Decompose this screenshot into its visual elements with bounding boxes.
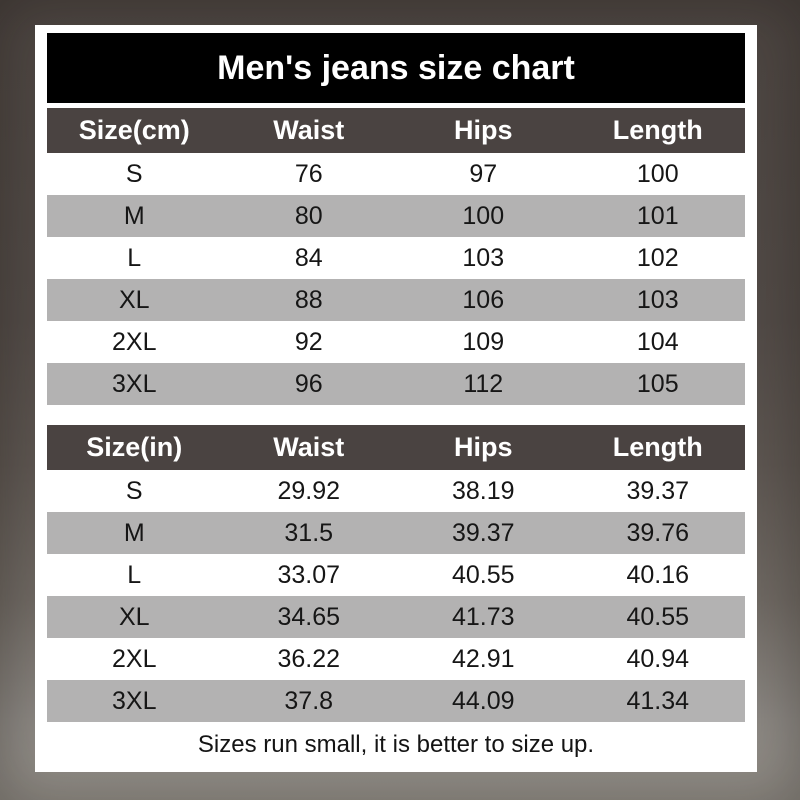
table-row: 2XL 92 109 104 xyxy=(47,321,745,363)
size-label-cell: 3XL xyxy=(112,686,157,715)
table-row: XL 88 106 103 xyxy=(47,279,745,321)
size-note: Sizes run small, it is better to size up… xyxy=(197,731,595,758)
table-header-row: Size(in) Waist Hips Length xyxy=(47,425,745,470)
measurement-cell: 38.19 xyxy=(451,476,515,505)
measurement-cell: 31.5 xyxy=(284,518,334,547)
measurement-cell: 103 xyxy=(462,243,505,272)
measurement-cell: 37.8 xyxy=(284,686,334,715)
measurement-cell: 39.37 xyxy=(451,518,515,547)
table-row: M 80 100 101 xyxy=(47,195,745,237)
size-label-cell: L xyxy=(127,243,142,272)
measurement-cell: 41.34 xyxy=(626,686,690,715)
measurement-cell: 39.37 xyxy=(626,476,690,505)
table-row: 3XL 96 112 105 xyxy=(47,363,745,405)
measurement-cell: 105 xyxy=(636,369,679,398)
measurement-cell: 96 xyxy=(294,369,323,398)
table-row: L 84 103 102 xyxy=(47,237,745,279)
measurement-cell: 104 xyxy=(636,327,679,356)
measurement-cell: 100 xyxy=(462,201,505,230)
measurement-cell: 40.94 xyxy=(626,644,690,673)
measurement-cell: 101 xyxy=(636,201,679,230)
size-label-cell: L xyxy=(127,560,142,589)
column-header: Size(cm) xyxy=(78,115,190,145)
measurement-cell: 29.92 xyxy=(277,476,341,505)
table-row: S 76 97 100 xyxy=(47,153,745,195)
table-row: XL 34.65 41.73 40.55 xyxy=(47,596,745,638)
table-header-row: Size(cm) Waist Hips Length xyxy=(47,108,745,153)
table-row: 3XL 37.8 44.09 41.34 xyxy=(47,680,745,722)
column-header: Length xyxy=(612,432,703,462)
measurement-cell: 76 xyxy=(294,159,323,188)
measurement-cell: 97 xyxy=(469,159,498,188)
size-label-cell: S xyxy=(125,476,143,505)
measurement-cell: 102 xyxy=(636,243,679,272)
measurement-cell: 34.65 xyxy=(277,602,341,631)
size-label-cell: XL xyxy=(118,602,150,631)
measurement-cell: 41.73 xyxy=(451,602,515,631)
measurement-cell: 44.09 xyxy=(451,686,515,715)
column-header: Hips xyxy=(453,432,513,462)
size-label-cell: S xyxy=(125,159,143,188)
size-table-cm: Size(cm) Waist Hips Length S 76 97 100 M 80 100 101… xyxy=(47,108,745,405)
measurement-cell: 42.91 xyxy=(451,644,515,673)
column-header: Hips xyxy=(453,115,513,145)
measurement-cell: 40.16 xyxy=(626,560,690,589)
size-label-cell: 2XL xyxy=(112,327,157,356)
table-row: M 31.5 39.37 39.76 xyxy=(47,512,745,554)
column-header: Length xyxy=(612,115,703,145)
size-label-cell: XL xyxy=(118,285,150,314)
column-header: Waist xyxy=(273,432,345,462)
measurement-cell: 84 xyxy=(294,243,323,272)
table-row: L 33.07 40.55 40.16 xyxy=(47,554,745,596)
measurement-cell: 100 xyxy=(636,159,679,188)
size-label-cell: 2XL xyxy=(112,644,157,673)
measurement-cell: 92 xyxy=(294,327,323,356)
size-label-cell: M xyxy=(123,201,145,230)
column-header: Size(in) xyxy=(86,432,183,462)
table-row: S 29.92 38.19 39.37 xyxy=(47,470,745,512)
column-header: Waist xyxy=(273,115,345,145)
measurement-cell: 36.22 xyxy=(277,644,341,673)
measurement-cell: 112 xyxy=(463,369,504,398)
size-chart-card: Men's jeans size chart Size(cm) Waist Hips… xyxy=(35,25,757,772)
size-label-cell: M xyxy=(123,518,145,547)
page-title: Men's jeans size chart xyxy=(47,33,745,103)
measurement-cell: 88 xyxy=(294,285,323,314)
measurement-cell: 39.76 xyxy=(626,518,690,547)
measurement-cell: 33.07 xyxy=(277,560,341,589)
table-row: 2XL 36.22 42.91 40.94 xyxy=(47,638,745,680)
measurement-cell: 80 xyxy=(294,201,323,230)
size-table-in: Size(in) Waist Hips Length S 29.92 38.19 39.37 M… xyxy=(47,425,745,722)
measurement-cell: 106 xyxy=(462,285,505,314)
measurement-cell: 109 xyxy=(462,327,505,356)
measurement-cell: 103 xyxy=(636,285,679,314)
measurement-cell: 40.55 xyxy=(451,560,515,589)
size-label-cell: 3XL xyxy=(112,369,157,398)
measurement-cell: 40.55 xyxy=(626,602,690,631)
